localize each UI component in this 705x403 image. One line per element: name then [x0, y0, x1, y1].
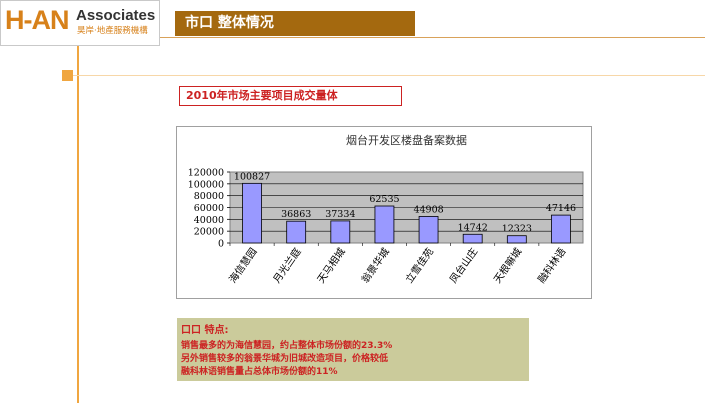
section-marker: [62, 70, 73, 81]
chart-title: 烟台开发区楼盘备案数据: [346, 133, 467, 147]
page-title: 市口 整体情况: [185, 15, 274, 31]
x-tick-label: 海信慧园: [226, 245, 260, 285]
data-label: 47146: [546, 203, 576, 214]
data-label: 100827: [234, 171, 270, 182]
chart-frame: 烟台开发区楼盘备案数据 0 20000 40000 60000 80000 100000 12…: [176, 126, 592, 299]
bar: [330, 220, 351, 244]
section-subtitle-box: 2010年市场主要项目成交量体: [179, 86, 402, 106]
y-tick-label: 0: [218, 239, 224, 250]
y-tick-label: 100000: [188, 179, 224, 190]
data-label: 62535: [369, 194, 399, 205]
x-tick-label: 凤台山庄: [447, 245, 481, 285]
bar: [418, 216, 439, 244]
bar: [462, 233, 483, 244]
data-label: 37334: [325, 209, 355, 220]
section-divider: [73, 75, 705, 76]
notes-line-2: 另外销售较多的翁景华城为旧城改造项目，价格较低: [181, 354, 389, 364]
notes-box: 口口 特点: 销售最多的为海信慧园，约占整体市场份额的23.3% 另外销售较多的…: [177, 318, 529, 381]
data-label: 36863: [281, 209, 311, 220]
vertical-accent-line: [77, 46, 79, 403]
y-tick-label: 40000: [194, 215, 224, 226]
logo-mark: H-AN: [5, 5, 69, 35]
x-tick-label: 立雪佳苑: [402, 245, 436, 285]
section-subtitle: 2010年市场主要项目成交量体: [186, 89, 338, 102]
bar: [506, 235, 527, 244]
bar: [374, 205, 395, 244]
data-label: 12323: [502, 224, 532, 235]
x-tick-label: 翁景华城: [358, 245, 392, 285]
x-tick-label: 天马相城: [314, 245, 348, 285]
data-label: 14742: [458, 222, 488, 233]
y-tick-label: 120000: [188, 168, 224, 179]
header-divider: [160, 37, 705, 38]
bar: [242, 182, 262, 244]
page-title-bar: 市口 整体情况: [175, 11, 415, 36]
x-tick-label: 融科林语: [535, 245, 569, 285]
bar: [286, 220, 307, 244]
y-tick-label: 80000: [194, 191, 224, 202]
bar: [551, 214, 571, 244]
x-tick-label: 天根嘛城: [491, 245, 525, 285]
logo-subtitle: 昊岸·地產服務機構: [77, 26, 148, 36]
y-tick-label: 60000: [194, 203, 224, 214]
x-tick-label: 月光兰庭: [270, 245, 304, 285]
y-tick-label: 20000: [194, 227, 224, 238]
notes-line-1: 销售最多的为海信慧园，约占整体市场份额的23.3%: [181, 341, 393, 351]
company-logo: H-AN Associates 昊岸·地產服務機構: [0, 0, 160, 46]
bar-chart: 烟台开发区楼盘备案数据02000040000600008000010000012…: [188, 133, 584, 285]
data-label: 44908: [413, 204, 443, 215]
notes-title: 口口 特点:: [181, 325, 229, 336]
logo-name: Associates: [76, 7, 156, 24]
notes-line-3: 融科林语销售量占总体市场份额的11%: [181, 367, 338, 377]
